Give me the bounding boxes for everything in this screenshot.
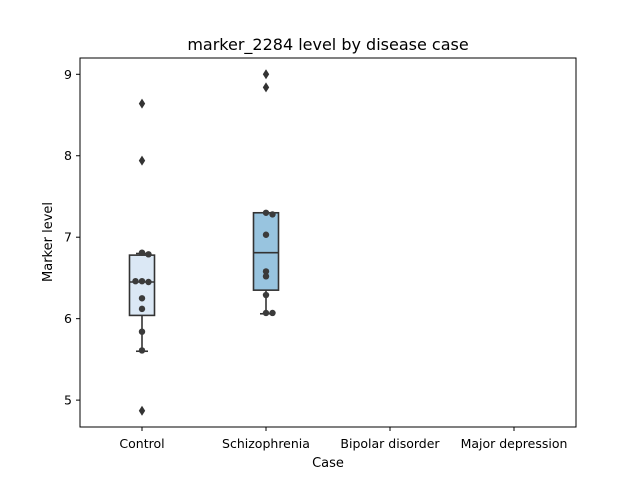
plot-frame [79,57,577,428]
data-point [269,211,276,218]
data-point [269,309,276,317]
data-point [262,231,270,238]
chart-title: marker_2284 level by disease case [187,35,468,55]
box-group-control [128,98,156,416]
data-point [262,268,270,275]
axes: 5 6 7 8 9 Control Schizophrenia Bipolar disorde… [64,67,567,451]
y-axis-label: Marker level [41,202,56,282]
box-iqr [252,211,280,291]
x-tick-label: Schizophrenia [222,436,310,451]
outlier-marker [262,69,270,80]
data-point [138,328,146,335]
data-point [262,309,270,317]
y-tick-label: 6 [64,311,72,326]
data-point [138,295,146,302]
y-tick-label: 9 [64,67,72,82]
data-point [138,249,146,256]
box-group-schizophrenia [252,69,280,317]
x-tick-label: Major depression [461,436,568,451]
data-point [138,347,146,354]
data-point [132,277,139,285]
y-tick-label: 5 [64,393,72,408]
x-tick-label: Bipolar disorder [340,436,440,451]
y-tick-label: 8 [64,148,72,163]
outlier-marker [138,98,146,109]
box-iqr [128,254,156,317]
data-point [145,251,152,258]
data-point [138,277,146,285]
plot-area [128,69,280,416]
data-point [145,278,152,286]
data-point [138,305,146,313]
x-tick-label: Control [119,436,164,451]
x-axis-label: Case [312,456,344,471]
y-tick-label: 7 [64,230,72,245]
data-point [262,291,270,299]
outlier-marker [262,82,270,93]
outlier-marker [138,405,146,416]
data-point [262,209,270,216]
outlier-marker [138,155,146,166]
data-point [262,273,270,280]
